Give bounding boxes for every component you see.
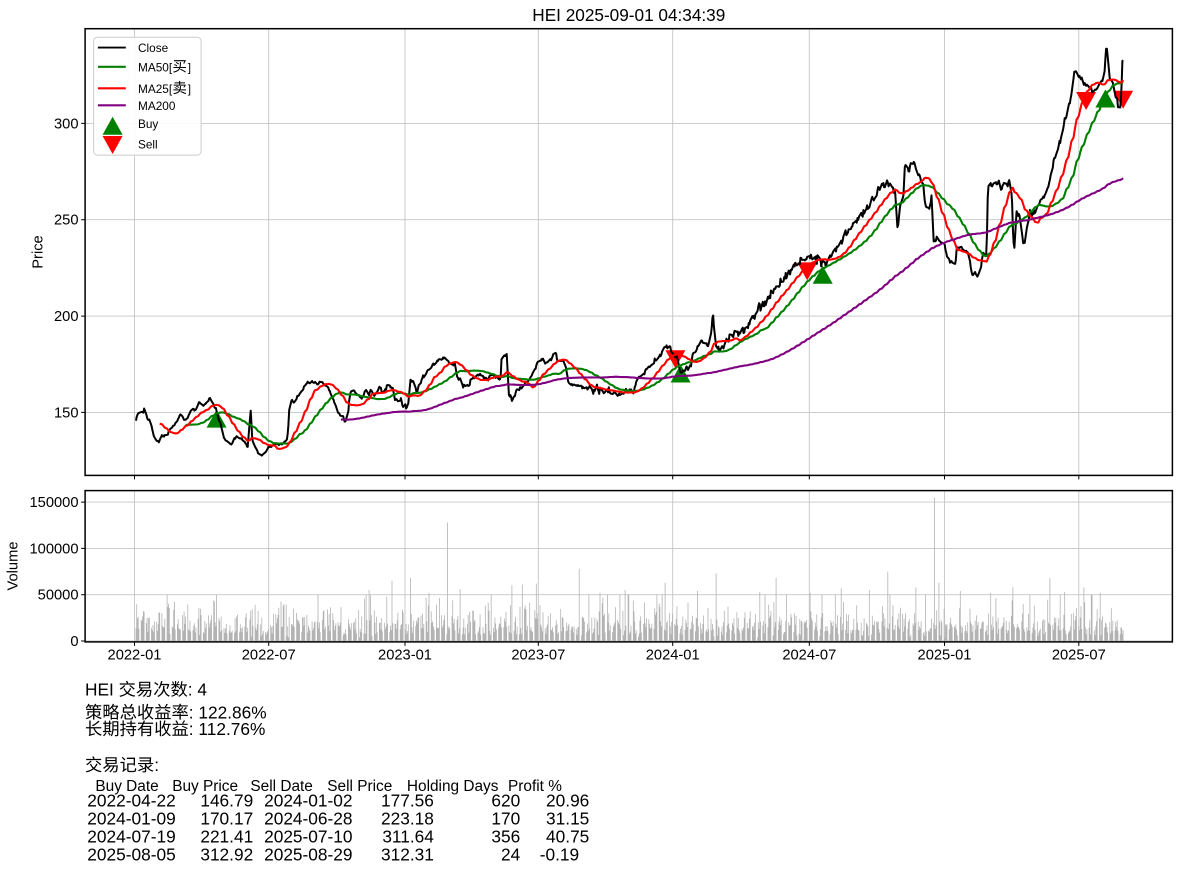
svg-text:Sell Date: Sell Date <box>250 778 312 795</box>
svg-text:40.75: 40.75 <box>546 827 589 847</box>
svg-text:Price: Price <box>31 235 47 268</box>
svg-text:2025-08-29: 2025-08-29 <box>264 845 352 865</box>
svg-text:: 4: : 4 <box>188 680 208 700</box>
svg-text:223.18: 223.18 <box>381 809 434 829</box>
svg-text:2023-01: 2023-01 <box>378 648 432 664</box>
svg-text:146.79: 146.79 <box>200 791 253 811</box>
svg-text:Close: Close <box>138 41 169 55</box>
svg-text:-0.19: -0.19 <box>540 845 579 865</box>
svg-text:2024-07: 2024-07 <box>782 648 836 664</box>
svg-text:177.56: 177.56 <box>381 791 434 811</box>
svg-text:150000: 150000 <box>29 495 78 511</box>
svg-text:]: ] <box>188 60 191 74</box>
svg-text:221.41: 221.41 <box>200 827 253 847</box>
svg-text:2024-01-09: 2024-01-09 <box>87 809 175 829</box>
svg-text:2022-04-22: 2022-04-22 <box>87 791 175 811</box>
svg-text:300: 300 <box>54 116 79 132</box>
svg-text:24: 24 <box>501 845 521 865</box>
svg-text:2025-07: 2025-07 <box>1052 648 1106 664</box>
svg-text:20.96: 20.96 <box>546 791 589 811</box>
svg-text:]: ] <box>188 82 191 96</box>
svg-text:2024-01: 2024-01 <box>646 648 700 664</box>
svg-text:200: 200 <box>54 309 79 325</box>
svg-text:100000: 100000 <box>29 541 78 557</box>
svg-text:: 122.86%: : 122.86% <box>189 702 267 722</box>
svg-text:2025-07-10: 2025-07-10 <box>264 827 352 847</box>
svg-text:170.17: 170.17 <box>200 809 253 829</box>
svg-text:Profit %: Profit % <box>508 778 562 795</box>
svg-text:Holding Days: Holding Days <box>407 778 499 795</box>
svg-text:250: 250 <box>54 213 79 229</box>
svg-text:312.92: 312.92 <box>200 845 253 865</box>
svg-text:Volume: Volume <box>6 542 22 591</box>
svg-text:31.15: 31.15 <box>546 809 589 829</box>
svg-text:Sell: Sell <box>138 137 158 151</box>
svg-text:356: 356 <box>491 827 520 847</box>
svg-text:2024-06-28: 2024-06-28 <box>264 809 352 829</box>
svg-text:MA50[: MA50[ <box>138 60 173 74</box>
svg-text:312.31: 312.31 <box>381 845 434 865</box>
svg-text:170: 170 <box>491 809 520 829</box>
svg-text:311.64: 311.64 <box>382 827 434 847</box>
svg-text:2025-01: 2025-01 <box>918 648 972 664</box>
svg-text:MA25[: MA25[ <box>138 82 173 96</box>
svg-text:0: 0 <box>70 634 78 650</box>
svg-text:2025-08-05: 2025-08-05 <box>87 845 175 865</box>
svg-text:Sell Price: Sell Price <box>327 778 392 795</box>
svg-text:Buy Date: Buy Date <box>95 778 158 795</box>
svg-text:2024-07-19: 2024-07-19 <box>87 827 175 847</box>
svg-text:HEI 2025-09-01 04:34:39: HEI 2025-09-01 04:34:39 <box>532 5 725 25</box>
svg-text:2022-01: 2022-01 <box>108 648 162 664</box>
svg-text:HEI: HEI <box>85 680 114 700</box>
svg-text:50000: 50000 <box>38 588 79 604</box>
svg-text:: 112.76%: : 112.76% <box>189 719 266 739</box>
svg-text:Buy: Buy <box>138 117 158 131</box>
svg-text:MA200: MA200 <box>138 99 176 113</box>
svg-text:2022-07: 2022-07 <box>242 648 296 664</box>
svg-text:150: 150 <box>54 405 79 421</box>
svg-text::: : <box>154 755 159 775</box>
svg-text:2023-07: 2023-07 <box>511 648 565 664</box>
svg-text:Buy Price: Buy Price <box>172 778 238 795</box>
svg-text:620: 620 <box>491 791 520 811</box>
svg-text:2024-01-02: 2024-01-02 <box>264 791 352 811</box>
